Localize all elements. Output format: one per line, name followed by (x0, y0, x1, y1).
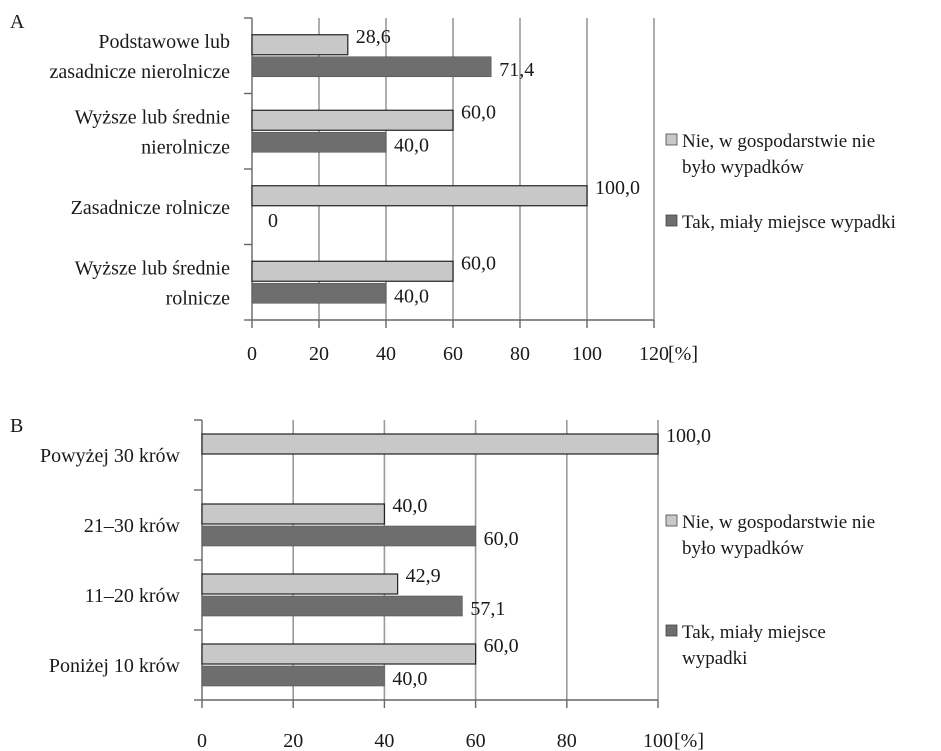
panel-label: A (10, 11, 25, 33)
bar-no-accidents (201, 643, 477, 665)
data-label: 60,0 (461, 252, 496, 274)
tick-label: 80 (510, 343, 530, 365)
bar-accidents (251, 131, 387, 153)
legend-swatch-no-accidents (665, 133, 678, 146)
axis-unit: [%] (674, 730, 704, 751)
legend-label: było wypadków (682, 538, 804, 559)
data-label: 60,0 (461, 101, 496, 123)
category-label: Podstawowe lub (98, 31, 230, 53)
category-label: zasadnicze nierolnicze (50, 61, 231, 83)
tick-label: 40 (374, 730, 394, 751)
tick-label: 40 (376, 343, 396, 365)
legend-label: Tak, miały miejsce wypadki (682, 212, 896, 233)
category-label: 11–20 krów (85, 585, 181, 607)
legend-label: Nie, w gospodarstwie nie (682, 512, 875, 533)
legend-swatch-accidents (665, 214, 678, 227)
legend-label: wypadki (682, 648, 747, 669)
category-label: Wyższe lub średnie (75, 257, 231, 279)
data-label: 28,6 (356, 26, 391, 48)
bar-no-accidents (201, 573, 399, 595)
category-label: Wyższe lub średnie (75, 106, 231, 128)
data-label: 71,4 (499, 59, 534, 81)
tick-label: 120 (639, 343, 669, 365)
chart-a: A 0 20 40 60 80 100 120 [%] Podstawowe lub zasadni… (10, 11, 896, 365)
panel-label: B (10, 415, 23, 437)
data-label: 40,0 (392, 668, 427, 690)
tick-label: 100 (572, 343, 602, 365)
tick-label: 20 (283, 730, 303, 751)
data-label: 60,0 (484, 528, 519, 550)
bar-no-accidents (251, 34, 349, 56)
bar-accidents (251, 56, 492, 78)
bar-no-accidents (251, 260, 454, 282)
data-label: 100,0 (666, 425, 711, 447)
bar-no-accidents (251, 185, 588, 207)
legend-label: było wypadków (682, 157, 804, 178)
legend-swatch-no-accidents (665, 514, 678, 527)
data-label: 42,9 (406, 565, 441, 587)
data-label: 40,0 (394, 134, 429, 156)
bar-accidents (201, 665, 385, 687)
data-label: 40,0 (392, 495, 427, 517)
bar-accidents (201, 595, 463, 617)
category-label: Poniżej 10 krów (49, 655, 181, 677)
bar-accidents (201, 525, 476, 547)
legend-label: Nie, w gospodarstwie nie (682, 131, 875, 152)
tick-label: 0 (247, 343, 257, 365)
category-label: Zasadnicze rolnicze (71, 197, 230, 219)
category-label: rolnicze (166, 287, 231, 309)
tick-label: 80 (557, 730, 577, 751)
bar-no-accidents (201, 503, 385, 525)
axis-unit: [%] (668, 343, 698, 365)
category-label: 21–30 krów (84, 515, 181, 537)
tick-label: 100 (643, 730, 673, 751)
category-label: nierolnicze (141, 136, 230, 158)
bar-accidents (251, 282, 387, 304)
tick-label: 20 (309, 343, 329, 365)
data-label: 40,0 (394, 285, 429, 307)
tick-label: 60 (443, 343, 463, 365)
tick-label: 60 (466, 730, 486, 751)
category-label: Powyżej 30 krów (40, 445, 181, 467)
legend-swatch-accidents (665, 624, 678, 637)
bar-no-accidents (251, 109, 454, 131)
data-label: 60,0 (484, 635, 519, 657)
data-label: 57,1 (470, 598, 505, 620)
tick-label: 0 (197, 730, 207, 751)
chart-b: B 0 20 40 60 80 100 [%] Powyżej 30 krów 100,0 21–3… (10, 415, 875, 751)
legend-label: Tak, miały miejsce (682, 622, 826, 643)
data-label: 100,0 (595, 177, 640, 199)
bar-no-accidents (201, 433, 659, 455)
data-label: 0 (268, 210, 278, 232)
